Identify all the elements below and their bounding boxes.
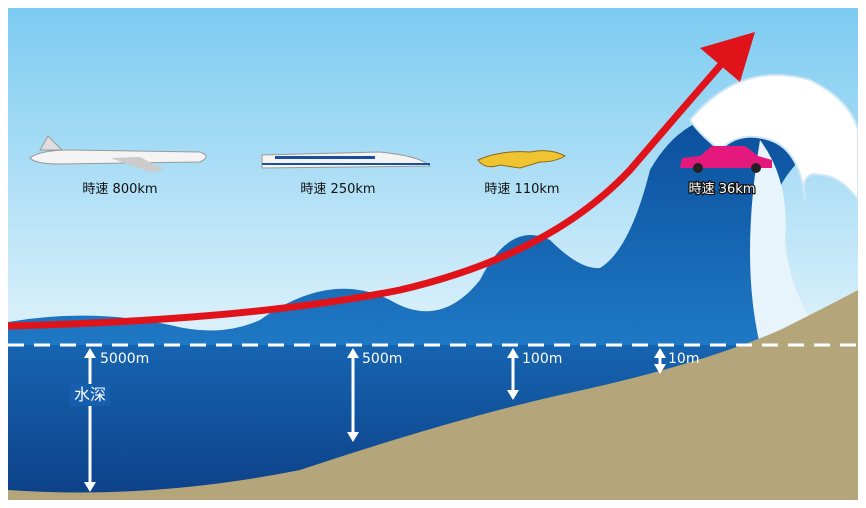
scene [8, 8, 858, 500]
wave-crest [688, 74, 858, 202]
depth-label-bg [70, 384, 110, 406]
train-icon [261, 151, 432, 169]
arrow-head [700, 32, 755, 82]
depth-label: 水深 [74, 385, 106, 404]
car-icon [680, 146, 772, 173]
cheetah-icon [477, 150, 567, 169]
seabed [8, 290, 858, 500]
speed-arrow [8, 57, 728, 330]
depth-value: 10m [668, 351, 699, 367]
speed-label: 時速 36km [689, 182, 756, 197]
speed-label: 時速 250km [300, 182, 375, 197]
wave [8, 115, 830, 345]
airplane-icon [29, 135, 207, 172]
depth-arrows [84, 348, 666, 492]
wave-foam [750, 140, 830, 345]
depth-value: 500m [362, 351, 402, 367]
depth-value: 5000m [100, 351, 149, 367]
speed-label: 時速 800km [82, 182, 157, 197]
depth-value: 100m [522, 351, 562, 367]
speed-label: 時速 110km [484, 182, 559, 197]
